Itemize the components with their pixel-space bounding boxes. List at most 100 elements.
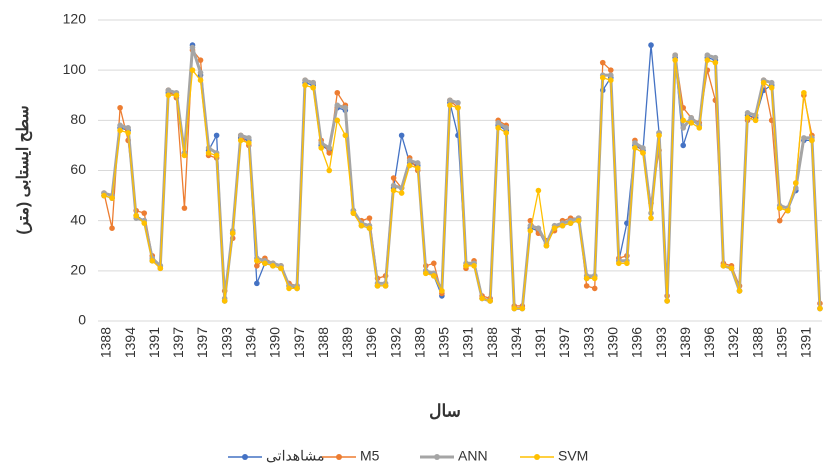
data-point [294, 285, 300, 292]
data-point [704, 52, 711, 58]
legend: مشاهداتی M5 ANN SVM [228, 448, 588, 464]
data-point [334, 117, 341, 124]
data-point [801, 89, 807, 96]
data-point [334, 89, 341, 96]
data-point [173, 92, 180, 99]
data-point [583, 283, 590, 289]
data-point [439, 288, 445, 294]
data-point [358, 222, 365, 229]
data-point [616, 260, 622, 267]
data-point [270, 263, 276, 269]
data-point [752, 117, 759, 124]
data-point [197, 69, 204, 76]
data-point [342, 104, 349, 111]
data-point [366, 225, 373, 231]
data-point [117, 127, 123, 134]
data-point [672, 52, 678, 58]
data-point [793, 180, 799, 186]
data-point [527, 227, 534, 234]
x-tick-label: 1391 [532, 327, 548, 358]
data-point [406, 162, 413, 169]
data-point [591, 285, 598, 292]
x-tick-label: 1393 [218, 327, 234, 358]
data-point [366, 215, 373, 221]
data-point [599, 59, 606, 66]
data-point [262, 260, 268, 267]
data-point [551, 225, 558, 231]
data-point [688, 115, 695, 121]
data-point [599, 74, 606, 81]
data-point [414, 165, 421, 171]
x-tick-label: 1397 [170, 327, 186, 358]
data-point [809, 137, 815, 144]
data-point [326, 145, 333, 151]
data-point [712, 59, 719, 66]
x-tick-label: 1397 [194, 327, 210, 358]
x-tick-label: 1389 [339, 327, 355, 358]
data-point [237, 132, 244, 139]
data-point [342, 132, 349, 139]
data-point [181, 205, 188, 211]
legend-label: M5 [360, 448, 380, 464]
data-point [728, 265, 735, 272]
data-point [776, 205, 783, 211]
y-tick-label: 60 [70, 161, 86, 177]
data-point [205, 150, 212, 156]
data-point [680, 125, 686, 131]
x-tick-label: 1394 [243, 327, 259, 358]
data-point [736, 288, 743, 294]
legend-marker [534, 454, 540, 460]
data-point [575, 217, 582, 224]
y-tick-label: 120 [63, 11, 87, 27]
data-point [455, 99, 461, 106]
legend-label: مشاهداتی [266, 448, 324, 464]
data-point [583, 275, 590, 282]
data-point [254, 258, 260, 264]
data-point [390, 187, 397, 194]
series-line [103, 59, 821, 310]
data-point [632, 145, 638, 151]
x-tick-label: 1392 [387, 327, 403, 358]
data-point [479, 295, 485, 302]
legend-marker [434, 454, 440, 460]
data-point [302, 77, 308, 83]
data-point [696, 125, 703, 131]
data-point [229, 230, 236, 237]
x-tick-label: 1388 [98, 327, 114, 358]
x-tick-label: 1397 [291, 327, 307, 358]
data-point [398, 190, 405, 196]
data-point [374, 283, 381, 289]
plot-area [98, 19, 823, 322]
x-tick-label: 1395 [436, 327, 452, 358]
data-point [213, 152, 220, 159]
data-point [720, 263, 727, 269]
data-point [487, 298, 493, 304]
data-point [197, 57, 204, 63]
x-tick-label: 1390 [605, 327, 621, 358]
data-point [817, 305, 823, 312]
data-point [784, 207, 791, 214]
data-point [680, 117, 686, 124]
x-tick-label: 1396 [363, 327, 379, 358]
x-tick-label: 1393 [580, 327, 596, 358]
data-point [503, 130, 510, 136]
data-point [326, 167, 333, 174]
legend-marker [242, 454, 248, 460]
data-point [125, 130, 131, 136]
data-point [165, 87, 172, 94]
x-tick-label: 1388 [484, 327, 500, 358]
y-tick-label: 100 [63, 61, 87, 77]
data-point [495, 125, 501, 131]
data-point [519, 305, 526, 312]
data-point [117, 104, 123, 111]
data-point [704, 57, 711, 63]
y-tick-label: 0 [78, 312, 86, 328]
data-point [117, 122, 123, 129]
data-point [632, 140, 638, 146]
data-point [760, 79, 767, 86]
data-point [672, 57, 678, 63]
x-axis-title: سال [429, 401, 461, 420]
legend-marker [336, 454, 342, 460]
data-point [246, 140, 252, 146]
